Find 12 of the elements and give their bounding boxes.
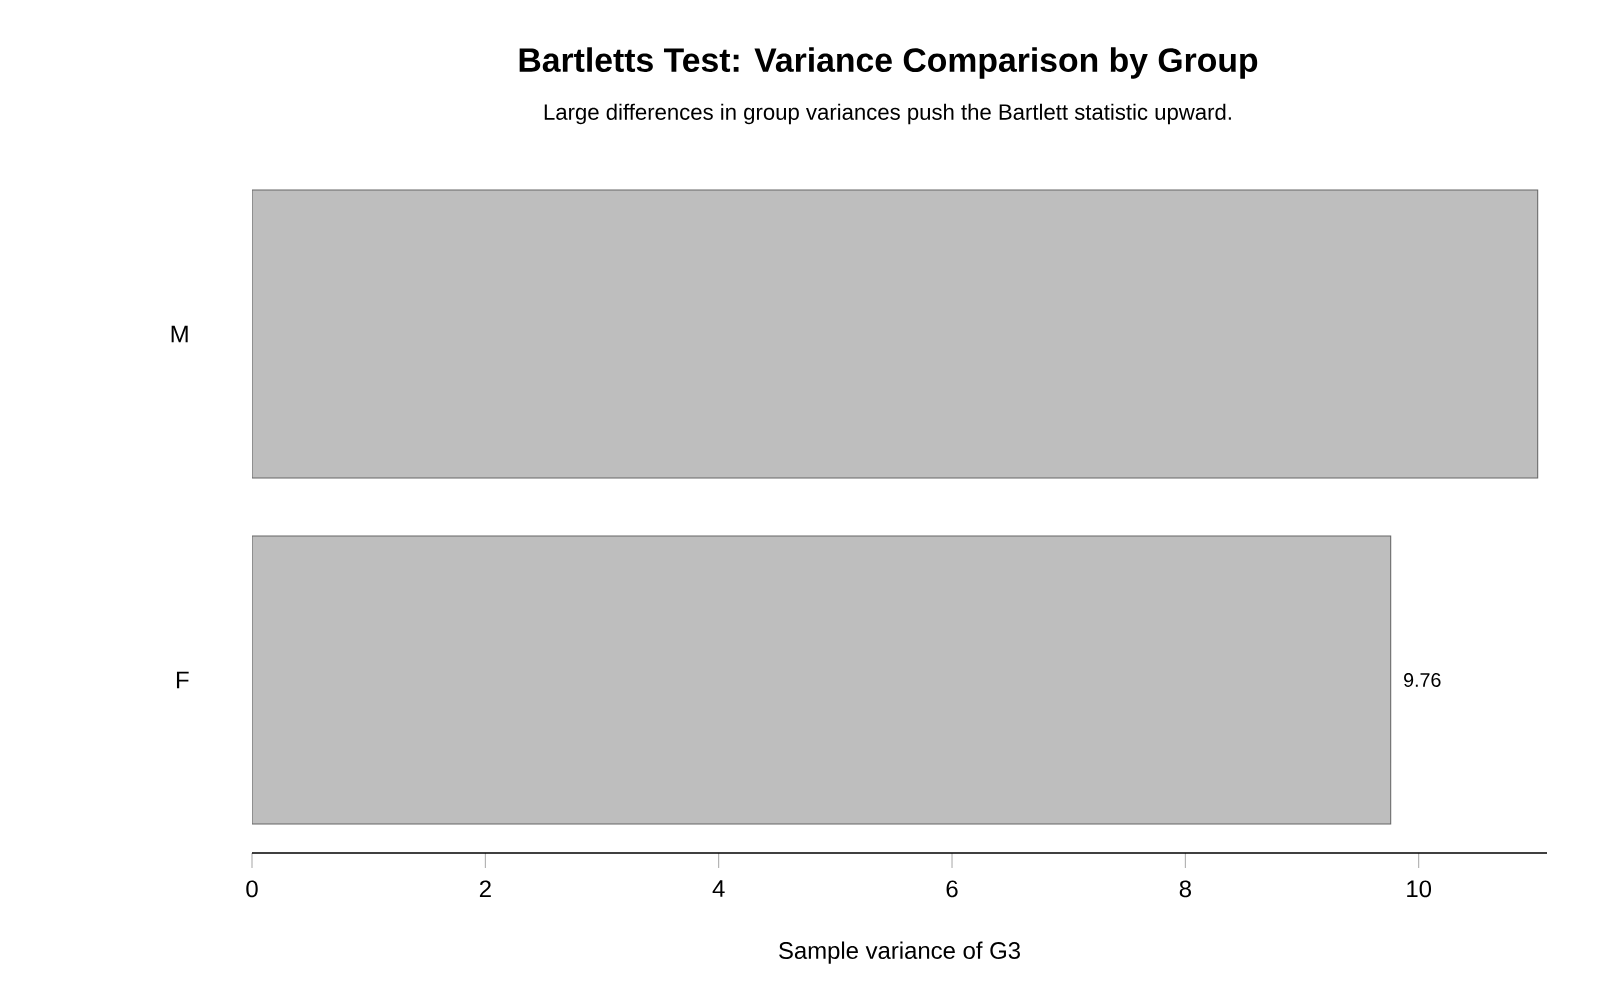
chart-title: Bartletts Test: Variance Comparison by Group (519, 47, 1258, 79)
y-tick-label: M (171, 325, 188, 343)
x-axis-title: Sample variance of G3 (779, 941, 1020, 964)
x-tick-label: 10 (1407, 880, 1432, 898)
x-tick-label: 4 (712, 880, 725, 897)
data-label: 9.76 (1404, 673, 1441, 687)
x-tick-label: 0 (246, 880, 258, 898)
chart-subtitle: Large differences in group variances push the Bartlett statistic upward. (544, 103, 1231, 125)
x-tick-label: 6 (946, 880, 958, 898)
x-tick-label: 2 (479, 880, 491, 898)
y-tick-label: F (176, 671, 189, 689)
x-tick-label: 8 (1179, 880, 1191, 898)
